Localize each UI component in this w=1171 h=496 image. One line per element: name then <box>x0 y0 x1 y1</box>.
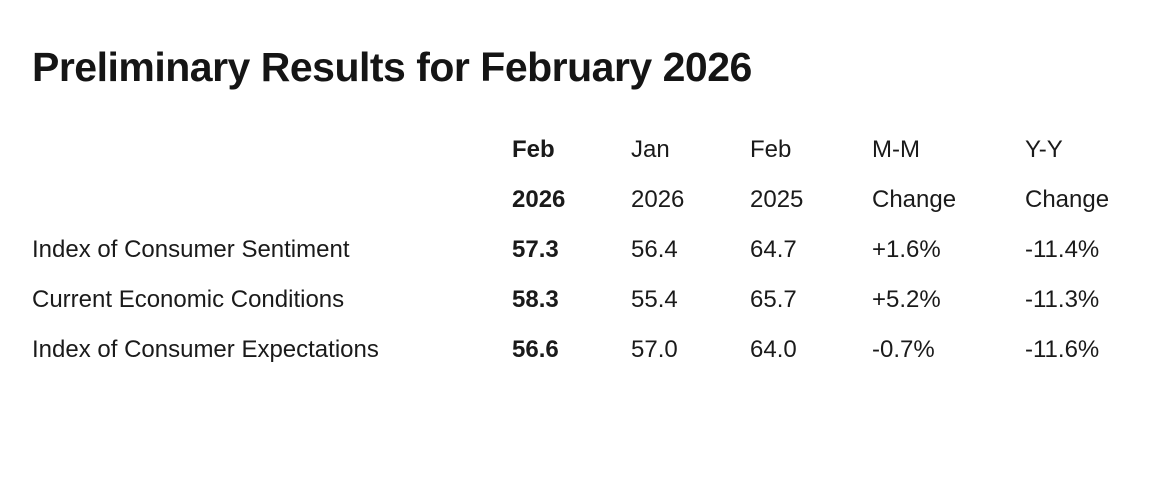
value-yy-change: -11.6% <box>1025 336 1100 363</box>
value-feb-2026: 56.6 <box>512 336 559 363</box>
col-header-jan-2026-line2: 2026 <box>631 186 685 213</box>
value-jan-2026: 57.0 <box>631 336 678 363</box>
row-label-consumer-sentiment: Index of Consumer Sentiment <box>32 236 350 263</box>
col-header-feb-2026-line2: 2026 <box>512 186 566 213</box>
table-row: Current Economic Conditions 58.3 55.4 65… <box>32 275 1165 325</box>
value-yy-change: -11.3% <box>1025 286 1100 313</box>
col-header-feb-2025-line1: Feb <box>750 136 792 163</box>
value-jan-2026: 55.4 <box>631 286 678 313</box>
value-mm-change: -0.7% <box>872 336 935 363</box>
row-label-current-conditions: Current Economic Conditions <box>32 286 345 313</box>
row-label-consumer-expectations: Index of Consumer Expectations <box>32 336 379 363</box>
value-jan-2026: 56.4 <box>631 236 678 263</box>
col-header-jan-2026-line1: Jan <box>631 136 670 163</box>
table-header-row-2: 2026 2026 2025 Change Change <box>32 175 1165 225</box>
col-header-yy-change-line2: Change <box>1025 186 1110 213</box>
table-row: Index of Consumer Sentiment 57.3 56.4 64… <box>32 225 1165 275</box>
results-table: Feb Jan Feb M-M Y-Y 2026 2026 2025 Chang… <box>32 125 1165 375</box>
value-mm-change: +5.2% <box>872 286 941 313</box>
value-feb-2026: 58.3 <box>512 286 559 313</box>
value-yy-change: -11.4% <box>1025 236 1100 263</box>
table-row: Index of Consumer Expectations 56.6 57.0… <box>32 325 1165 375</box>
value-feb-2025: 64.7 <box>750 236 797 263</box>
value-mm-change: +1.6% <box>872 236 941 263</box>
value-feb-2026: 57.3 <box>512 236 559 263</box>
page-title: Preliminary Results for February 2026 <box>32 44 752 90</box>
col-header-mm-change-line2: Change <box>872 186 957 213</box>
col-header-mm-change-line1: M-M <box>872 136 920 163</box>
col-header-feb-2025-line2: 2025 <box>750 186 804 213</box>
col-header-feb-2026-line1: Feb <box>512 136 555 163</box>
value-feb-2025: 64.0 <box>750 336 797 363</box>
value-feb-2025: 65.7 <box>750 286 797 313</box>
col-header-yy-change-line1: Y-Y <box>1025 136 1063 163</box>
table-header-row-1: Feb Jan Feb M-M Y-Y <box>32 125 1165 175</box>
